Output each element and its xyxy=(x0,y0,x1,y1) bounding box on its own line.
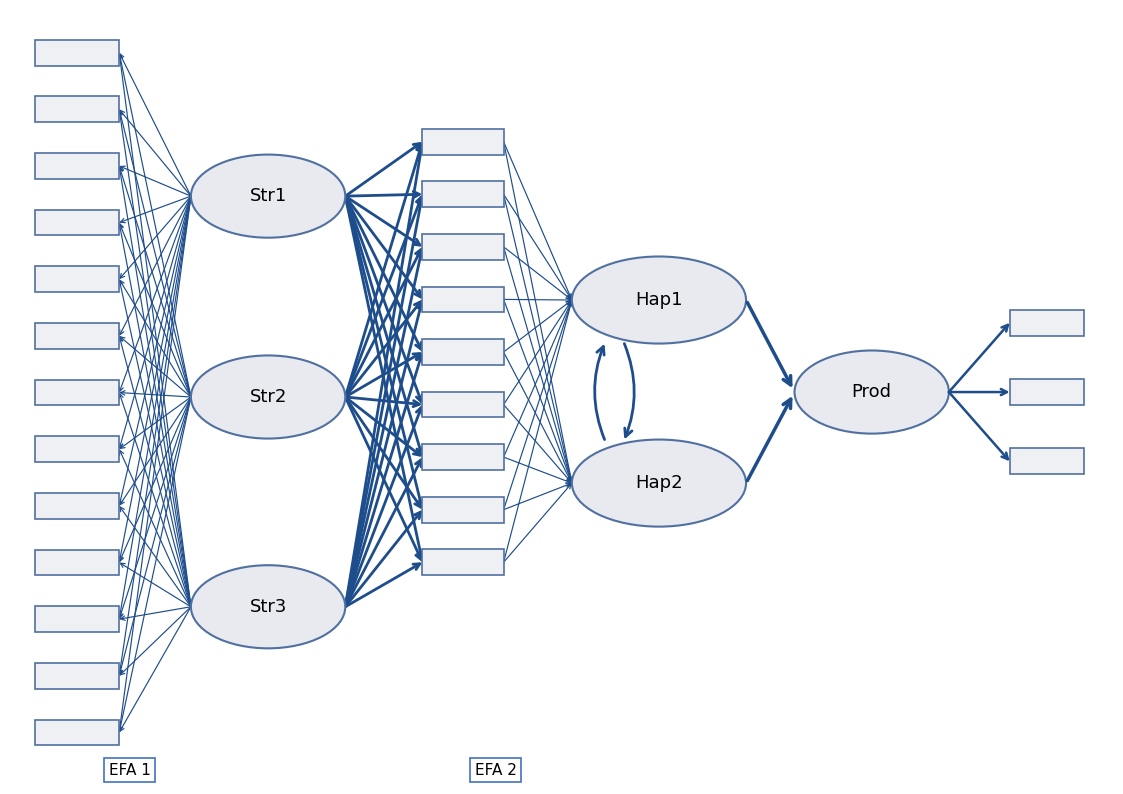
FancyBboxPatch shape xyxy=(35,437,119,462)
FancyBboxPatch shape xyxy=(35,153,119,179)
Text: Str3: Str3 xyxy=(249,598,286,616)
FancyBboxPatch shape xyxy=(422,234,503,260)
Text: Str2: Str2 xyxy=(249,388,286,406)
FancyBboxPatch shape xyxy=(35,266,119,292)
FancyBboxPatch shape xyxy=(35,210,119,236)
Ellipse shape xyxy=(572,256,746,344)
Ellipse shape xyxy=(572,440,746,526)
FancyBboxPatch shape xyxy=(35,380,119,406)
FancyBboxPatch shape xyxy=(35,549,119,576)
Ellipse shape xyxy=(191,356,345,438)
FancyBboxPatch shape xyxy=(35,607,119,632)
FancyBboxPatch shape xyxy=(35,493,119,518)
FancyBboxPatch shape xyxy=(422,445,503,470)
FancyBboxPatch shape xyxy=(422,129,503,155)
FancyBboxPatch shape xyxy=(1010,310,1084,336)
Text: Str1: Str1 xyxy=(249,187,286,205)
FancyBboxPatch shape xyxy=(422,339,503,364)
Text: EFA 1: EFA 1 xyxy=(109,762,150,777)
FancyBboxPatch shape xyxy=(1010,449,1084,474)
FancyBboxPatch shape xyxy=(422,391,503,418)
FancyBboxPatch shape xyxy=(35,40,119,66)
FancyBboxPatch shape xyxy=(35,96,119,122)
FancyBboxPatch shape xyxy=(1010,380,1084,405)
Ellipse shape xyxy=(795,350,949,434)
Text: Prod: Prod xyxy=(851,383,892,401)
FancyBboxPatch shape xyxy=(422,549,503,575)
Text: Hap1: Hap1 xyxy=(636,291,683,309)
Text: Hap2: Hap2 xyxy=(636,474,683,492)
Ellipse shape xyxy=(191,155,345,237)
FancyBboxPatch shape xyxy=(422,287,503,312)
FancyBboxPatch shape xyxy=(35,663,119,688)
Text: EFA 2: EFA 2 xyxy=(475,762,517,777)
FancyBboxPatch shape xyxy=(35,323,119,349)
FancyBboxPatch shape xyxy=(422,181,503,207)
FancyBboxPatch shape xyxy=(35,719,119,746)
FancyBboxPatch shape xyxy=(422,497,503,522)
Ellipse shape xyxy=(191,565,345,649)
